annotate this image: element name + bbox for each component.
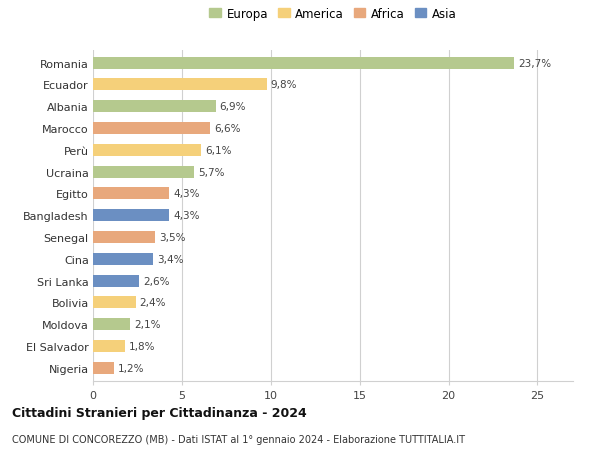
Text: 6,6%: 6,6%	[214, 124, 241, 134]
Text: 9,8%: 9,8%	[271, 80, 297, 90]
Bar	[93, 210, 169, 222]
Bar	[93, 166, 194, 178]
Text: 6,1%: 6,1%	[205, 146, 232, 156]
Bar	[93, 123, 211, 135]
Text: 4,3%: 4,3%	[173, 211, 199, 221]
Bar	[93, 101, 215, 113]
Bar	[93, 57, 514, 69]
Text: 6,9%: 6,9%	[219, 102, 246, 112]
Bar	[93, 340, 125, 352]
Text: 2,4%: 2,4%	[139, 298, 166, 308]
Bar	[93, 319, 130, 330]
Text: 4,3%: 4,3%	[173, 189, 199, 199]
Text: COMUNE DI CONCOREZZO (MB) - Dati ISTAT al 1° gennaio 2024 - Elaborazione TUTTITA: COMUNE DI CONCOREZZO (MB) - Dati ISTAT a…	[12, 434, 465, 444]
Text: 2,1%: 2,1%	[134, 319, 160, 330]
Text: 1,2%: 1,2%	[118, 363, 145, 373]
Bar	[93, 297, 136, 308]
Text: 5,7%: 5,7%	[198, 167, 224, 177]
Bar	[93, 79, 267, 91]
Bar	[93, 275, 139, 287]
Bar	[93, 253, 154, 265]
Text: 2,6%: 2,6%	[143, 276, 169, 286]
Text: 3,4%: 3,4%	[157, 254, 184, 264]
Text: 23,7%: 23,7%	[518, 59, 551, 68]
Text: 1,8%: 1,8%	[128, 341, 155, 351]
Text: Cittadini Stranieri per Cittadinanza - 2024: Cittadini Stranieri per Cittadinanza - 2…	[12, 406, 307, 419]
Bar	[93, 362, 115, 374]
Bar	[93, 231, 155, 243]
Text: 3,5%: 3,5%	[159, 232, 185, 242]
Bar	[93, 145, 202, 157]
Bar	[93, 188, 169, 200]
Legend: Europa, America, Africa, Asia: Europa, America, Africa, Asia	[206, 5, 460, 23]
